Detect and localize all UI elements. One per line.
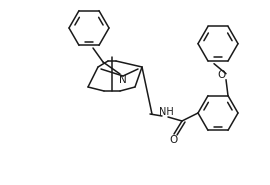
- Text: O: O: [217, 70, 225, 80]
- Text: NH: NH: [159, 107, 173, 117]
- Text: N: N: [119, 75, 127, 85]
- Text: O: O: [169, 135, 177, 145]
